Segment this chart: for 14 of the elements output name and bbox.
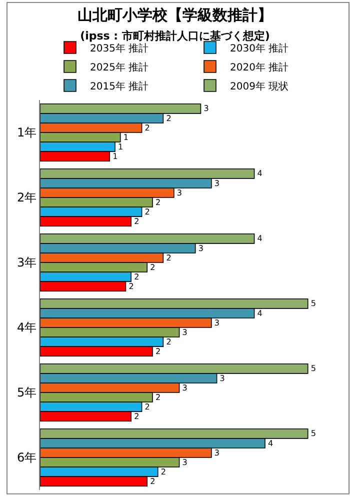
y-tick-label: 2年 (16, 190, 37, 205)
legend-label: 2025年 推計 (90, 61, 149, 74)
legend-label: 2009年 現状 (230, 80, 289, 92)
chart-title: 山北町小学校【学級数推計】 (78, 6, 272, 24)
y-tick-label: 1年 (16, 126, 37, 140)
y-tick-label: 6年 (16, 450, 37, 465)
legend-label: 2035年 推計 (90, 42, 149, 54)
chart-subtitle: (ipss : 市町村推計人口に基づく想定) (80, 30, 270, 42)
legend-label: 2015年 推計 (90, 80, 149, 92)
legend-label: 2020年 推計 (230, 61, 289, 74)
y-tick-label: 4年 (16, 320, 37, 335)
legend-label: 2030年 推計 (230, 42, 289, 54)
y-tick-label: 3年 (16, 256, 37, 270)
y-tick-label: 5年 (16, 386, 37, 400)
